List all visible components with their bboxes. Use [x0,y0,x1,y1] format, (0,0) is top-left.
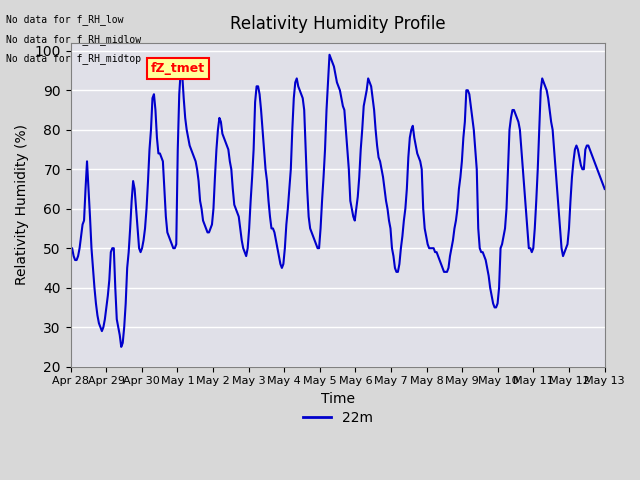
Text: No data for f_RH_midtop: No data for f_RH_midtop [6,53,141,64]
Title: Relativity Humidity Profile: Relativity Humidity Profile [230,15,445,33]
Text: No data for f_RH_low: No data for f_RH_low [6,14,124,25]
Text: fZ_tmet: fZ_tmet [151,62,205,75]
Text: No data for f_RH_midlow: No data for f_RH_midlow [6,34,141,45]
Y-axis label: Relativity Humidity (%): Relativity Humidity (%) [15,124,29,285]
X-axis label: Time: Time [321,392,355,406]
Legend: 22m: 22m [297,406,378,431]
